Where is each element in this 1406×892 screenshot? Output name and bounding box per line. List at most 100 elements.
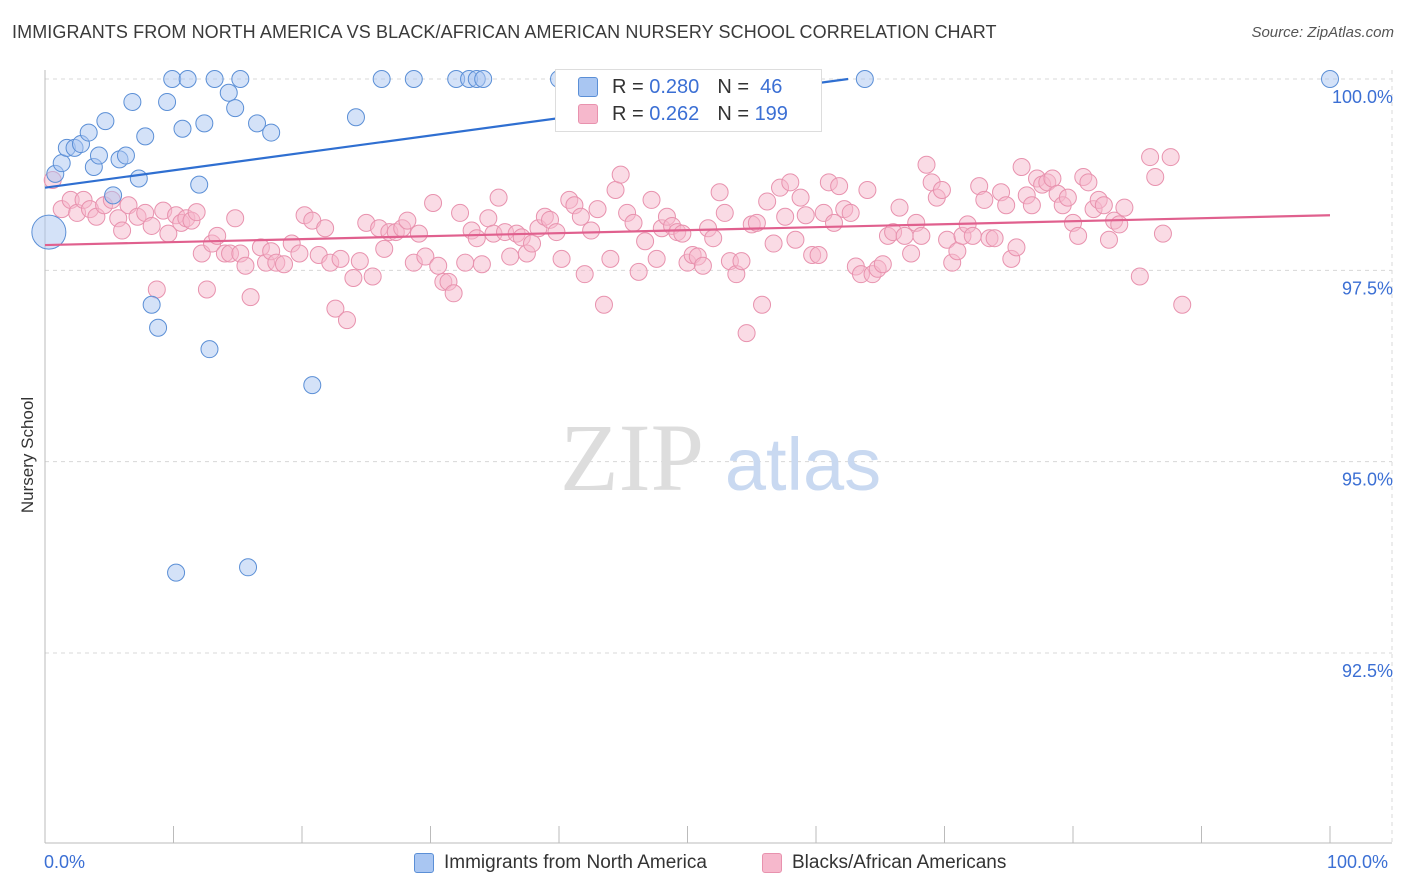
immigrants-point xyxy=(372,70,391,88)
immigrants-point xyxy=(1321,70,1339,88)
blacks-trend-line xyxy=(44,214,1331,247)
immigrants-point xyxy=(52,154,71,173)
blacks-point xyxy=(337,311,356,330)
blacks-point xyxy=(290,244,309,263)
blacks-point xyxy=(147,280,166,299)
stats-row-blacks: R = 0.262 N = 199 xyxy=(578,101,788,127)
legend-item-blacks[interactable]: Blacks/African Americans xyxy=(762,852,1006,874)
immigrants-point xyxy=(136,127,155,146)
blacks-point xyxy=(963,226,982,245)
blacks-point xyxy=(673,224,692,243)
blacks-point xyxy=(764,234,783,253)
blacks-point xyxy=(997,196,1016,215)
blacks-point xyxy=(758,192,777,211)
bottom-legend: Immigrants from North America Blacks/Afr… xyxy=(0,850,1406,880)
blacks-point xyxy=(594,295,613,314)
blacks-point xyxy=(611,165,630,184)
blacks-point xyxy=(142,216,161,235)
blacks-point xyxy=(1043,169,1062,188)
blacks-point xyxy=(796,206,815,225)
blacks-point xyxy=(582,221,601,240)
blacks-point xyxy=(732,252,751,271)
blacks-point xyxy=(890,198,909,217)
immigrants-point xyxy=(190,175,209,194)
blacks-point xyxy=(197,280,216,299)
blacks-point xyxy=(624,213,643,232)
immigrants-point xyxy=(231,70,250,88)
blacks-point xyxy=(331,249,350,268)
immigrants-point xyxy=(129,169,148,188)
blacks-point xyxy=(1012,158,1031,177)
immigrants-point xyxy=(89,146,108,165)
immigrants-point xyxy=(262,123,281,142)
stats-r-value: 0.262 xyxy=(649,102,700,125)
immigrants-point xyxy=(96,112,115,131)
blacks-point xyxy=(316,219,335,238)
blacks-point xyxy=(791,188,810,207)
blacks-point xyxy=(429,256,448,275)
immigrants-point xyxy=(79,123,98,142)
series-immigrants-points xyxy=(31,70,1339,582)
blacks-point xyxy=(809,246,828,265)
source-label: Source: ZipAtlas.com xyxy=(1251,24,1394,41)
stats-r-label: R = xyxy=(612,102,644,125)
immigrants-point xyxy=(474,70,493,88)
immigrants-point xyxy=(248,114,267,133)
blacks-point xyxy=(1130,267,1149,286)
immigrants-point xyxy=(149,318,168,337)
immigrants-point xyxy=(167,563,186,582)
immigrants-point xyxy=(219,83,238,102)
immigrants-point xyxy=(303,376,322,395)
legend-swatch-pink xyxy=(762,853,782,873)
legend-label-immigrants: Immigrants from North America xyxy=(444,852,707,873)
watermark: ZIP atlas xyxy=(560,404,881,511)
immigrants-point xyxy=(142,295,161,314)
stats-n-value: 46 xyxy=(760,75,783,98)
blacks-point xyxy=(1141,148,1160,167)
blacks-point xyxy=(873,255,892,274)
blacks-point xyxy=(344,268,363,287)
blacks-point xyxy=(647,249,666,268)
blacks-point xyxy=(642,190,661,209)
blacks-point xyxy=(1094,196,1113,215)
stats-n-label: N = xyxy=(717,75,749,98)
stats-legend: R = 0.280 N = 46 R = 0.262 N = 199 xyxy=(555,69,822,132)
blacks-point xyxy=(917,155,936,174)
blacks-point xyxy=(1161,148,1180,167)
blacks-point xyxy=(1099,230,1118,249)
blacks-point xyxy=(523,234,542,253)
blacks-point xyxy=(902,244,921,263)
blacks-point xyxy=(350,252,369,271)
chart-title: IMMIGRANTS FROM NORTH AMERICA VS BLACK/A… xyxy=(12,22,997,42)
immigrants-point xyxy=(173,119,192,138)
blacks-point xyxy=(409,224,428,243)
immigrants-point xyxy=(104,186,123,205)
stats-swatch-blue xyxy=(578,77,598,97)
blacks-point xyxy=(704,229,723,248)
watermark-zip: ZIP xyxy=(560,404,704,511)
legend-item-immigrants[interactable]: Immigrants from North America xyxy=(414,852,707,874)
blacks-point xyxy=(895,226,914,245)
blacks-point xyxy=(985,229,1004,248)
blacks-point xyxy=(1058,188,1077,207)
blacks-point xyxy=(747,213,766,232)
blacks-point xyxy=(1173,295,1192,314)
blacks-point xyxy=(479,209,498,228)
blacks-point xyxy=(1022,196,1041,215)
stats-r-label: R = xyxy=(612,75,644,98)
blacks-point xyxy=(326,299,345,318)
blacks-point xyxy=(489,188,508,207)
immigrants-point xyxy=(163,70,182,88)
blacks-point xyxy=(571,207,590,226)
immigrants-point xyxy=(200,340,219,359)
blacks-point xyxy=(456,253,475,272)
blacks-point xyxy=(737,324,756,343)
blacks-point xyxy=(1115,198,1134,217)
immigrants-point xyxy=(116,146,135,165)
blacks-point xyxy=(226,209,245,228)
y-tick-label: 95.0% xyxy=(1342,470,1393,490)
blacks-point xyxy=(416,247,435,266)
blacks-point xyxy=(629,262,648,281)
immigrants-point xyxy=(178,70,197,88)
